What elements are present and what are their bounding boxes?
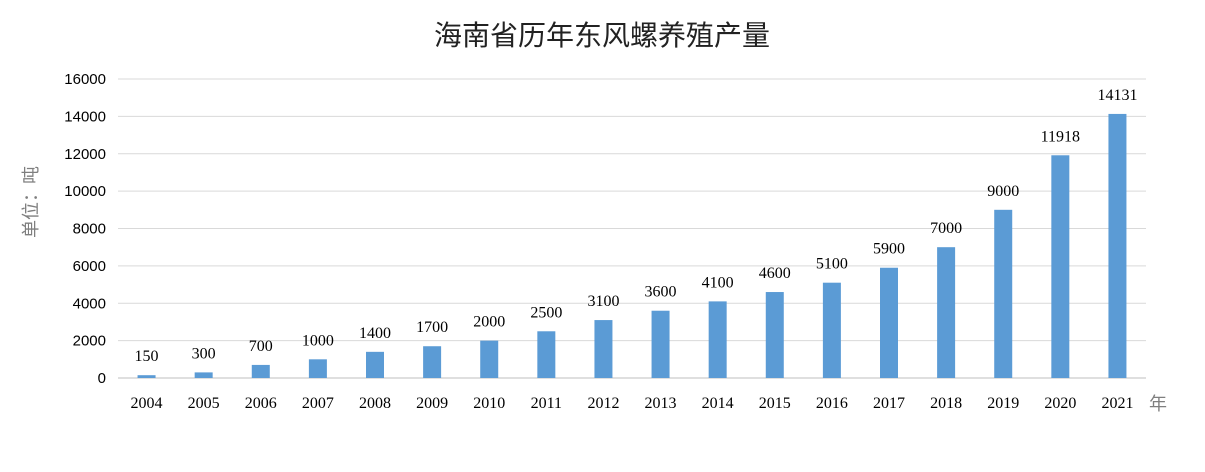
x-tick-label: 2012 [587,395,619,412]
bar [994,209,1013,378]
x-tick-label: 2004 [131,395,163,412]
y-tick-label: 16000 [64,71,106,88]
bar [480,340,499,378]
data-label: 11918 [1041,128,1080,145]
chart-title: 海南省历年东风螺养殖产量 [434,19,770,52]
x-tick-label: 2010 [473,395,505,412]
data-label: 7000 [930,220,962,237]
data-label: 1700 [416,319,448,336]
data-label: 300 [192,345,216,362]
bar [423,346,442,378]
bar [937,247,956,378]
x-tick-label: 2017 [873,395,905,412]
bar [822,282,841,378]
x-axis-unit-label: 年 [1149,394,1167,415]
x-tick-label: 2020 [1044,395,1076,412]
x-tick-label: 2016 [816,395,848,412]
data-label: 2000 [473,314,505,331]
y-tick-label: 14000 [64,108,106,125]
bar [308,359,327,378]
data-label: 1400 [359,325,391,342]
x-tick-label: 2018 [930,395,962,412]
data-label: 4600 [759,265,791,282]
x-tick-label: 2005 [188,395,220,412]
x-tick-label: 2013 [645,395,677,412]
data-label: 5900 [873,241,905,258]
x-tick-label: 2014 [702,395,734,412]
bar [251,364,270,378]
y-tick-label: 2000 [73,333,106,350]
x-tick-label: 2015 [759,395,791,412]
y-tick-label: 8000 [73,221,106,238]
data-label: 3600 [645,284,677,301]
x-tick-label: 2019 [987,395,1019,412]
data-label: 2500 [530,304,562,321]
y-tick-label: 0 [98,370,106,387]
data-label: 700 [249,338,273,355]
y-axis-label: 单位：吨 [21,166,42,238]
y-tick-label: 4000 [73,295,106,312]
x-tick-label: 2011 [531,395,562,412]
gridlines [118,78,1146,379]
bar [765,292,784,378]
x-tick-label: 2008 [359,395,391,412]
x-tick-label: 2021 [1101,395,1133,412]
data-label: 5100 [816,256,848,273]
bar [366,351,384,378]
bar [880,267,898,378]
data-label: 1000 [302,332,334,349]
bar [708,301,727,378]
bar [1051,155,1070,378]
data-label: 150 [135,348,159,365]
data-label: 14131 [1097,87,1137,104]
data-label: 4100 [702,274,734,291]
data-labels: 150 300 700 1000 1400 1700 2000 2500 3100 3600 410… [135,87,1138,365]
bars [137,113,1127,378]
bar [651,310,670,378]
x-tick-label: 2007 [302,395,334,412]
y-tick-label: 6000 [73,258,106,275]
data-label: 9000 [987,183,1019,200]
x-tick-label: 2006 [245,395,277,412]
x-axis-ticks: 2004 2005 2006 2007 2008 2009 2010 2011 2012 2013… [131,395,1134,412]
y-tick-label: 12000 [64,146,106,163]
data-label: 3100 [587,293,619,310]
bar [1108,113,1127,378]
bar [537,331,556,378]
y-tick-label: 10000 [64,183,106,200]
bar [594,320,613,378]
y-axis-ticks: 0 2000 4000 6000 8000 10000 12000 14000 16000 [64,71,106,387]
bar [137,375,156,378]
x-tick-label: 2009 [416,395,448,412]
bar [194,372,213,378]
